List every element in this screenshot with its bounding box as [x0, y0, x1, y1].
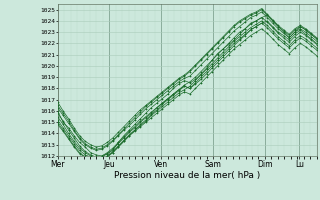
X-axis label: Pression niveau de la mer( hPa ): Pression niveau de la mer( hPa )	[114, 171, 260, 180]
